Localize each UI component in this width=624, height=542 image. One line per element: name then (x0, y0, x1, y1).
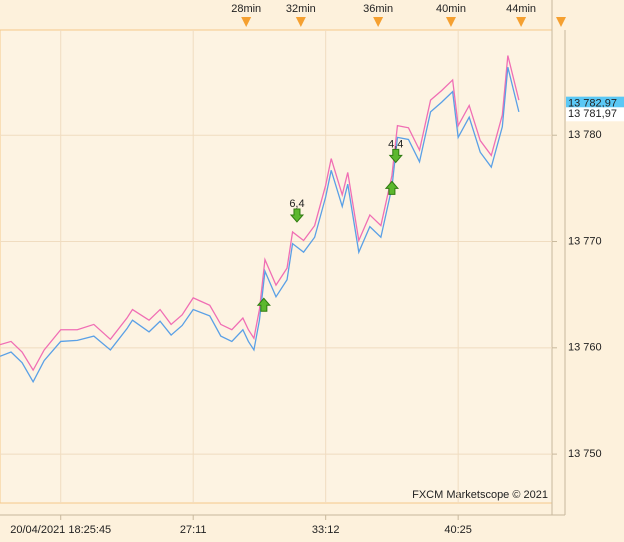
price-label: 13 781,97 (568, 108, 617, 120)
y-tick-label: 13 760 (568, 342, 602, 354)
time-marker-extra (556, 17, 566, 27)
time-marker-label: 40min (436, 3, 466, 15)
time-marker-label: 28min (231, 3, 261, 15)
plot-area (0, 29, 553, 504)
trade-arrow (388, 148, 403, 164)
y-tick-label: 13 770 (568, 235, 602, 247)
time-marker (241, 17, 252, 27)
price-line (0, 67, 520, 384)
trade-arrow (289, 208, 305, 223)
x-tick-label: 27:11 (180, 524, 207, 536)
trade-arrow (384, 180, 400, 195)
x-tick-label: 20/04/2021 18:25:45 (10, 524, 111, 536)
watermark: FXCM Marketscope © 2021 (412, 489, 548, 501)
price-line (0, 55, 520, 372)
time-marker-label: 44min (506, 3, 536, 15)
time-marker (516, 17, 527, 27)
price-label-box (566, 96, 624, 111)
time-marker (295, 17, 306, 27)
trade-label: 4,4 (388, 138, 403, 150)
y-tick-label: 13 780 (568, 129, 602, 141)
x-tick-label: 40:25 (444, 524, 472, 536)
price-label: 13 782,97 (568, 98, 617, 110)
trade-label: 6,4 (289, 198, 304, 210)
time-marker (373, 17, 384, 27)
time-marker-label: 32min (286, 3, 316, 15)
time-marker (445, 17, 456, 27)
x-tick-label: 33:12 (312, 524, 340, 536)
trade-arrow (256, 297, 271, 312)
y-tick-label: 13 750 (568, 448, 602, 460)
time-marker-label: 36min (363, 3, 393, 15)
price-label-box (566, 107, 624, 122)
